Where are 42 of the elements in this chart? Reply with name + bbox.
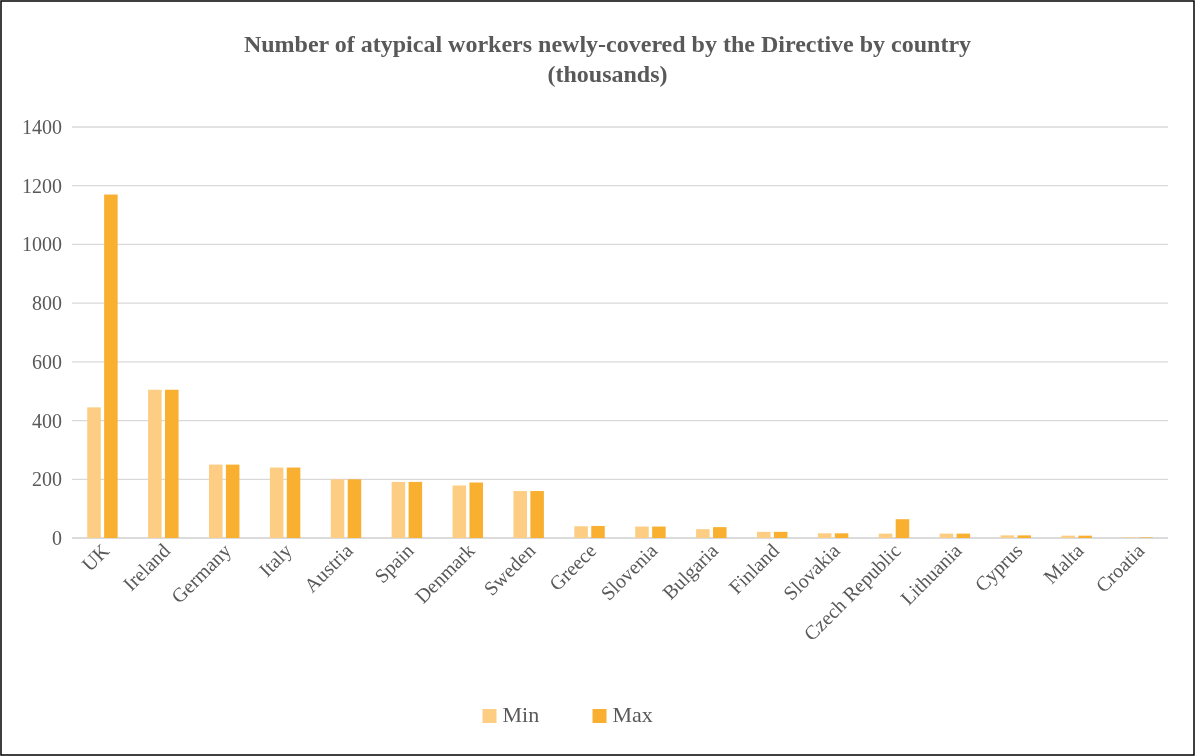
- y-tick-label: 400: [32, 409, 62, 432]
- bar: [452, 485, 467, 538]
- y-tick-label: 200: [32, 468, 62, 491]
- bar: [347, 479, 362, 538]
- bar: [104, 194, 118, 538]
- bar: [1000, 535, 1015, 538]
- bar: [834, 533, 849, 538]
- bar: [469, 482, 483, 538]
- x-tick-label: UK: [77, 538, 114, 576]
- bar: [817, 533, 832, 538]
- bar: [652, 526, 666, 538]
- y-tick-label: 0: [52, 527, 62, 549]
- bar: [773, 531, 788, 538]
- bar: [1017, 535, 1031, 538]
- bar: [330, 479, 345, 538]
- x-tick-label: Italy: [254, 539, 297, 582]
- bar: [895, 519, 910, 538]
- bar: [225, 464, 240, 538]
- bar: [209, 464, 223, 538]
- legend-label: Min: [502, 702, 540, 727]
- bar: [713, 527, 727, 538]
- bar: [635, 526, 649, 538]
- bar: [269, 467, 284, 538]
- y-tick-label: 1000: [22, 233, 62, 256]
- bar: [591, 525, 605, 538]
- y-tick-label: 800: [32, 292, 62, 315]
- bar: [530, 491, 544, 538]
- legend-label: Max: [612, 702, 653, 727]
- bar: [696, 529, 710, 538]
- chart-title: Number of atypical workers newly-covered by the Directive by country (thousands): [243, 31, 972, 87]
- bar: [391, 481, 406, 538]
- bar: [148, 389, 162, 538]
- bar: [757, 531, 771, 538]
- bar: [574, 526, 588, 538]
- bar: [408, 481, 423, 538]
- bar: [87, 407, 101, 538]
- bar: [286, 467, 301, 538]
- bar: [513, 491, 527, 538]
- y-tick-label: 600: [32, 350, 62, 373]
- y-tick-label: 1400: [22, 116, 62, 138]
- y-tick-label: 1200: [22, 174, 62, 197]
- bar: [165, 389, 179, 538]
